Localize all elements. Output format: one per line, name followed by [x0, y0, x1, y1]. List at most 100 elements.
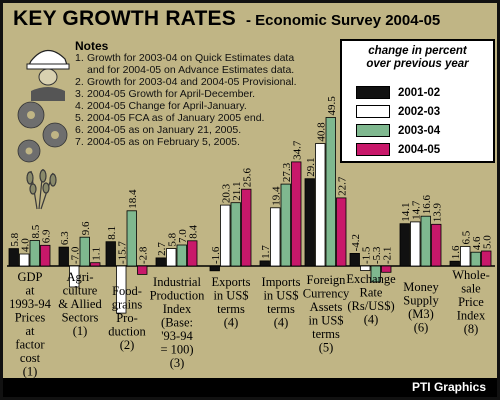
- bar-2003-04: [280, 183, 291, 267]
- bar-2001-02: [304, 178, 315, 267]
- category-label: sale: [461, 282, 481, 296]
- category-label: Supply: [403, 294, 439, 308]
- page-subtitle: - Economic Survey 2004-05: [246, 12, 441, 29]
- note-item: 3. 2004-05 Growth for April-December.: [75, 88, 297, 100]
- value-label: -2.8: [137, 246, 149, 264]
- bar-2002-03: [19, 253, 30, 267]
- legend: change in percent over previous year 200…: [340, 39, 495, 163]
- value-label: -1.6: [210, 246, 222, 264]
- category-label: Assets: [310, 300, 343, 314]
- category-label: grains: [112, 298, 143, 312]
- category-label: = 100): [160, 343, 193, 357]
- value-label: 6.9: [40, 229, 52, 243]
- category-label: Currency: [303, 287, 350, 301]
- value-label: -4.2: [350, 234, 362, 251]
- category-label: (1): [23, 365, 38, 379]
- bar-2002-03: [166, 248, 177, 267]
- category-label: in US$: [308, 314, 343, 328]
- value-label: 8.5: [30, 224, 42, 238]
- category-label: duction: [108, 325, 146, 339]
- bar-2003-04: [79, 236, 90, 267]
- value-label: 19.4: [270, 186, 282, 206]
- category-label: factor: [15, 338, 45, 352]
- value-label: 14.1: [400, 202, 412, 221]
- note-item: 6. 2004-05 as on January 21, 2005.: [75, 124, 297, 136]
- note-item: 4. 2004-05 Change for April-January.: [75, 100, 297, 112]
- bar-2002-03: [116, 265, 127, 314]
- category-label: Sectors: [62, 311, 99, 325]
- value-label: 49.5: [326, 96, 338, 116]
- category-label: Price: [458, 295, 484, 309]
- bar-2004-05: [291, 161, 302, 267]
- legend-label: 2003-04: [398, 125, 441, 137]
- value-label: 25.6: [241, 167, 253, 187]
- note-text: and for 2004-05 on Advance Estimates dat…: [87, 64, 295, 76]
- bar-2004-05: [481, 250, 492, 267]
- value-label: 7.0: [177, 229, 189, 243]
- value-label: 40.8: [315, 122, 327, 142]
- gears-icon: [17, 49, 70, 210]
- note-number: 2.: [75, 76, 84, 88]
- value-label: 20.3: [220, 183, 232, 203]
- value-label: 27.3: [281, 162, 293, 182]
- note-text: 2004-05 FCA as of January 2005 end.: [87, 112, 265, 124]
- value-label: 16.6: [421, 194, 433, 214]
- bar-2003-04: [470, 251, 481, 267]
- category-label: (M3): [408, 307, 434, 321]
- legend-swatch: [356, 143, 390, 156]
- bar-2003-04: [420, 215, 431, 267]
- category-label: Agri-: [66, 270, 93, 284]
- bar-2004-05: [187, 240, 198, 267]
- category-label: Imports: [262, 275, 301, 289]
- note-item: 1. Growth for 2003-04 on Quick Estimates …: [75, 52, 297, 64]
- category-label: (Rs/US$): [347, 299, 394, 313]
- category-label: (3): [170, 356, 185, 370]
- value-label: -5.3: [371, 246, 383, 264]
- category-label: 1993-94: [9, 297, 51, 311]
- legend-title-line: change in percent: [368, 45, 467, 57]
- value-label: 29.1: [305, 157, 317, 176]
- bar-2004-05: [241, 188, 252, 267]
- category-label: (5): [319, 341, 334, 355]
- category-label: (Base:: [161, 316, 193, 330]
- value-label: 13.9: [431, 203, 443, 223]
- value-label: 2.7: [156, 242, 168, 256]
- notes-title: Notes: [75, 39, 109, 53]
- note-number: 4.: [75, 100, 84, 112]
- legend-title-line: over previous year: [366, 58, 469, 70]
- category-label: Money: [403, 280, 439, 294]
- category-label: Production: [150, 289, 206, 303]
- category-label: Whole-: [452, 268, 489, 282]
- legend-label: 2004-05: [398, 144, 441, 156]
- category-label: Prices: [15, 311, 46, 325]
- category-label: in US$: [213, 289, 248, 303]
- bar-2002-03: [460, 246, 471, 267]
- value-label: 6.3: [59, 231, 71, 245]
- note-text: 2004-05 as on February 5, 2005.: [87, 136, 240, 148]
- category-label: (4): [274, 316, 289, 330]
- category-label: Food-: [112, 284, 142, 298]
- legend-swatch: [356, 124, 390, 137]
- legend-label: 2001-02: [398, 87, 441, 99]
- value-label: 22.7: [336, 176, 348, 196]
- note-text: Growth for 2003-04 on Quick Estimates da…: [87, 52, 295, 64]
- bar-2001-02: [105, 241, 116, 267]
- note-text: 2004-05 as on January 21, 2005.: [87, 124, 242, 136]
- value-label: 18.4: [127, 189, 139, 209]
- bar-2004-05: [431, 223, 442, 267]
- value-label: 6.5: [460, 230, 472, 244]
- bar-chart: 5.84.08.56.9GDPat1993-94Pricesatfactorco…: [7, 96, 495, 379]
- page-title: KEY GROWTH RATES: [13, 7, 236, 30]
- bar-2002-03: [315, 143, 326, 267]
- bar-2003-04: [176, 244, 187, 267]
- category-label: Industrial: [153, 275, 201, 289]
- category-label: Pro-: [116, 311, 138, 325]
- value-label: 34.7: [291, 140, 303, 160]
- bar-2001-02: [209, 265, 220, 272]
- note-number: 7.: [75, 136, 84, 148]
- bar-2001-02: [155, 257, 166, 267]
- note-number: 5.: [75, 112, 84, 124]
- category-label: '93-94: [161, 329, 193, 343]
- category-label: GDP: [17, 270, 42, 284]
- note-text: 2004-05 Growth for April-December.: [87, 88, 256, 100]
